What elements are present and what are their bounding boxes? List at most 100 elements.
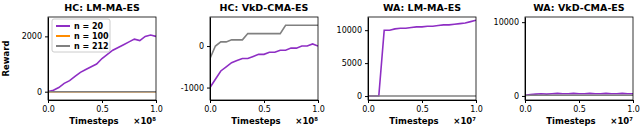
x-axis-tick: 0.5 xyxy=(258,100,271,114)
series-line xyxy=(368,20,476,96)
y-axis-tick: -1000 xyxy=(181,84,210,93)
title: WA: VkD-CMA-ES xyxy=(533,2,625,13)
panel: 0.0 0.5 1.0 -1000 0 HC: VkD-CMA-ES Timesteps ×1… xyxy=(181,2,325,126)
frame xyxy=(210,17,318,100)
x-axis-tick: 0.5 xyxy=(573,100,586,114)
y-axis-tick-label: 0 xyxy=(357,92,362,101)
x-axis-tick: 0.0 xyxy=(204,100,217,114)
x-axis-tick-label: 0.0 xyxy=(204,105,217,114)
series-line xyxy=(368,95,476,97)
x-axis-tick-label: 0.5 xyxy=(416,105,429,114)
y-axis-tick-label: -1000 xyxy=(181,84,204,93)
y-axis-tick-mark xyxy=(45,36,48,37)
x-label: Timesteps xyxy=(231,116,280,126)
y-axis-tick: 10000 xyxy=(337,26,368,35)
frame xyxy=(368,17,476,100)
y-axis: 0 10000 xyxy=(494,18,526,102)
x-axis-tick: 0.5 xyxy=(416,100,429,114)
title: HC: LM-MA-ES xyxy=(64,2,140,13)
x-axis-tick-label: 0.0 xyxy=(519,105,532,114)
x-multiplier: ×10⁷ xyxy=(610,116,633,126)
y-axis-tick-mark xyxy=(207,88,210,89)
series-line xyxy=(525,94,633,96)
title: HC: VkD-CMA-ES xyxy=(220,2,309,13)
x-axis-tick: 0.0 xyxy=(519,100,532,114)
x-label: Timesteps xyxy=(69,116,118,126)
figure: 0.0 0.5 1.0 0 2000 HC: LM-MA-ES Timesteps ×10⁸ R… xyxy=(0,0,640,133)
x-multiplier: ×10⁸ xyxy=(133,116,156,126)
series-line xyxy=(210,25,318,58)
x-axis-tick-label: 1.0 xyxy=(312,105,325,114)
legend-label: n = 212 xyxy=(74,42,109,51)
y-axis-tick-mark xyxy=(522,22,525,23)
y-axis-tick-label: 10000 xyxy=(494,18,519,27)
x-label: Timesteps xyxy=(546,116,595,126)
frame xyxy=(525,17,633,100)
x-axis-tick: 0.5 xyxy=(96,100,109,114)
legend-swatch xyxy=(56,25,70,27)
y-axis-tick-label: 5000 xyxy=(342,59,362,68)
x-axis-tick-mark xyxy=(156,100,157,103)
series-line xyxy=(210,44,318,88)
x-axis-tick-mark xyxy=(579,100,580,103)
y-axis-tick-mark xyxy=(522,96,525,97)
plot-area xyxy=(525,93,633,95)
x-multiplier: ×10⁷ xyxy=(453,116,476,126)
y-axis-line xyxy=(210,18,211,101)
y-axis-tick-label: 2000 xyxy=(22,32,42,41)
x-axis-tick-mark xyxy=(264,100,265,103)
legend-swatch xyxy=(56,45,70,47)
y-axis-tick-mark xyxy=(45,92,48,93)
x-axis-tick-mark xyxy=(422,100,423,103)
y-axis-tick-mark xyxy=(365,96,368,97)
y-axis-line xyxy=(48,18,49,101)
x-axis-tick: 1.0 xyxy=(312,100,325,114)
x-axis-tick: 1.0 xyxy=(627,100,640,114)
y-axis-tick: 0 xyxy=(37,88,48,97)
y-label: Reward xyxy=(1,40,11,76)
x-axis-tick-mark xyxy=(633,100,634,103)
legend-swatch xyxy=(56,35,70,37)
x-axis-tick-label: 1.0 xyxy=(627,105,640,114)
panel: 0.0 0.5 1.0 0 2000 HC: LM-MA-ES Timesteps ×10⁸ R… xyxy=(1,2,163,126)
x-axis-tick-label: 0.0 xyxy=(362,105,375,114)
x-axis-tick-label: 0.5 xyxy=(573,105,586,114)
y-axis: -1000 0 xyxy=(181,18,211,101)
x-multiplier: ×10⁸ xyxy=(295,116,318,126)
x-axis-tick-label: 0.5 xyxy=(258,105,271,114)
x-axis-tick-label: 0.0 xyxy=(42,105,55,114)
x-axis-tick: 1.0 xyxy=(470,100,483,114)
y-axis-tick: 5000 xyxy=(342,59,368,68)
x-axis-tick-label: 1.0 xyxy=(150,105,163,114)
y-axis-tick: 10000 xyxy=(494,18,525,27)
y-axis-tick-label: 0 xyxy=(199,42,204,51)
x-axis-tick-mark xyxy=(476,100,477,103)
x-axis-tick: 0.0 xyxy=(362,100,375,114)
y-axis-tick: 0 xyxy=(357,92,368,101)
series-line xyxy=(48,91,156,93)
x-axis-tick-label: 1.0 xyxy=(470,105,483,114)
x-label: Timesteps xyxy=(389,116,438,126)
y-axis-tick: 2000 xyxy=(22,32,48,41)
y-axis-tick-label: 0 xyxy=(514,92,519,101)
x-axis-tick: 0.0 xyxy=(42,100,55,114)
y-axis: 0 2000 xyxy=(22,18,49,101)
series-line xyxy=(525,93,633,95)
frame xyxy=(48,17,156,100)
y-axis-tick-label: 10000 xyxy=(337,26,362,35)
y-axis-tick-mark xyxy=(365,63,368,64)
x-axis: 0.0 0.5 1.0 xyxy=(42,100,163,114)
legend-box xyxy=(52,19,110,52)
y-axis-tick: 0 xyxy=(199,42,210,51)
y-axis-line xyxy=(525,18,526,101)
plot-area xyxy=(368,20,476,96)
y-axis-tick-label: 0 xyxy=(37,88,42,97)
series-line xyxy=(48,91,156,93)
plot-area xyxy=(210,25,318,87)
y-axis-line xyxy=(368,18,369,101)
panel: 0.0 0.5 1.0 0 10000 WA: VkD-CMA-ES Timesteps ×1… xyxy=(494,2,640,126)
x-axis: 0.0 0.5 1.0 xyxy=(519,100,640,114)
x-axis-tick-mark xyxy=(318,100,319,103)
legend: n = 20n = 100n = 212 xyxy=(52,19,110,52)
title: WA: LM-MA-ES xyxy=(383,2,461,13)
